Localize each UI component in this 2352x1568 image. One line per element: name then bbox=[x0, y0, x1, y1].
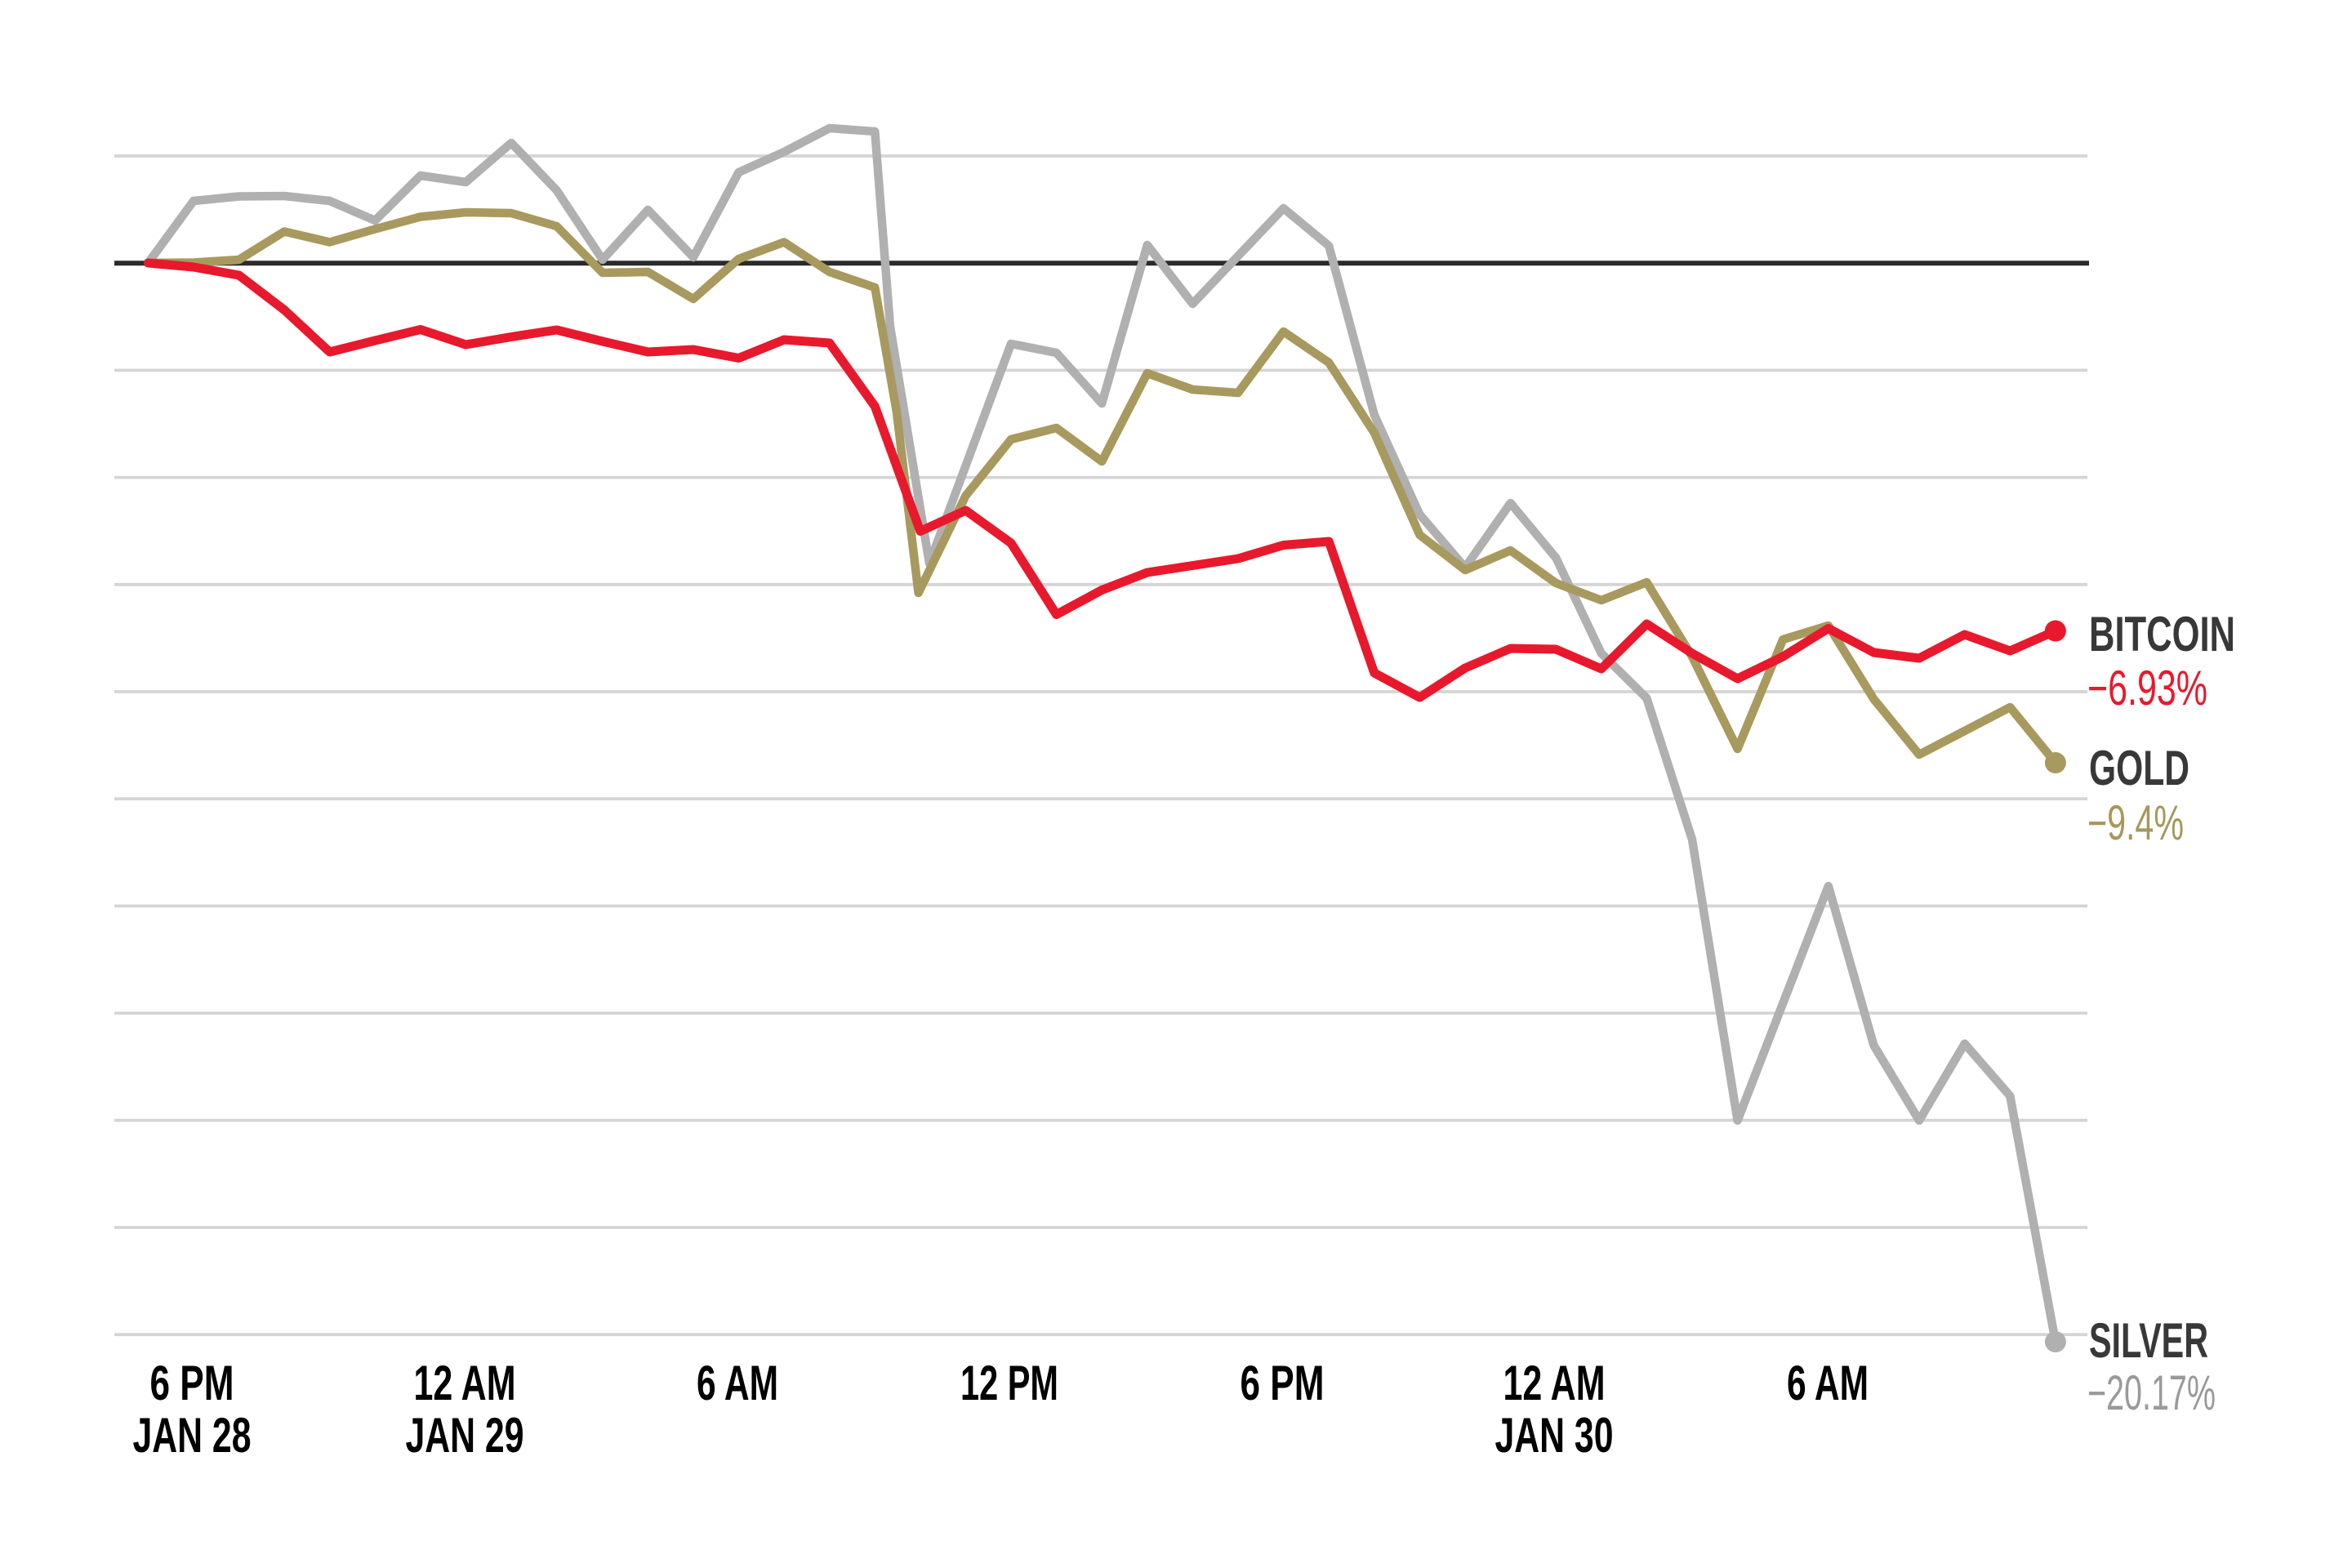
svg-text:−6.93%: −6.93% bbox=[2087, 661, 2207, 715]
svg-text:GOLD: GOLD bbox=[2089, 741, 2189, 795]
svg-text:JAN 29: JAN 29 bbox=[406, 1408, 524, 1463]
svg-text:6 PM: 6 PM bbox=[1241, 1356, 1325, 1410]
svg-text:JAN 30: JAN 30 bbox=[1495, 1408, 1614, 1463]
svg-text:SILVER: SILVER bbox=[2089, 1313, 2208, 1368]
svg-text:6 AM: 6 AM bbox=[697, 1356, 778, 1410]
svg-text:12 AM: 12 AM bbox=[1503, 1356, 1606, 1410]
svg-text:6 AM: 6 AM bbox=[1787, 1356, 1869, 1410]
svg-text:−9.4%: −9.4% bbox=[2087, 795, 2184, 850]
svg-text:6 PM: 6 PM bbox=[150, 1356, 234, 1410]
svg-text:−20.17%: −20.17% bbox=[2087, 1365, 2216, 1420]
svg-text:BITCOIN: BITCOIN bbox=[2089, 607, 2235, 662]
svg-text:JAN 28: JAN 28 bbox=[133, 1408, 252, 1463]
svg-text:12 AM: 12 AM bbox=[414, 1356, 516, 1410]
svg-text:12 PM: 12 PM bbox=[960, 1356, 1058, 1410]
